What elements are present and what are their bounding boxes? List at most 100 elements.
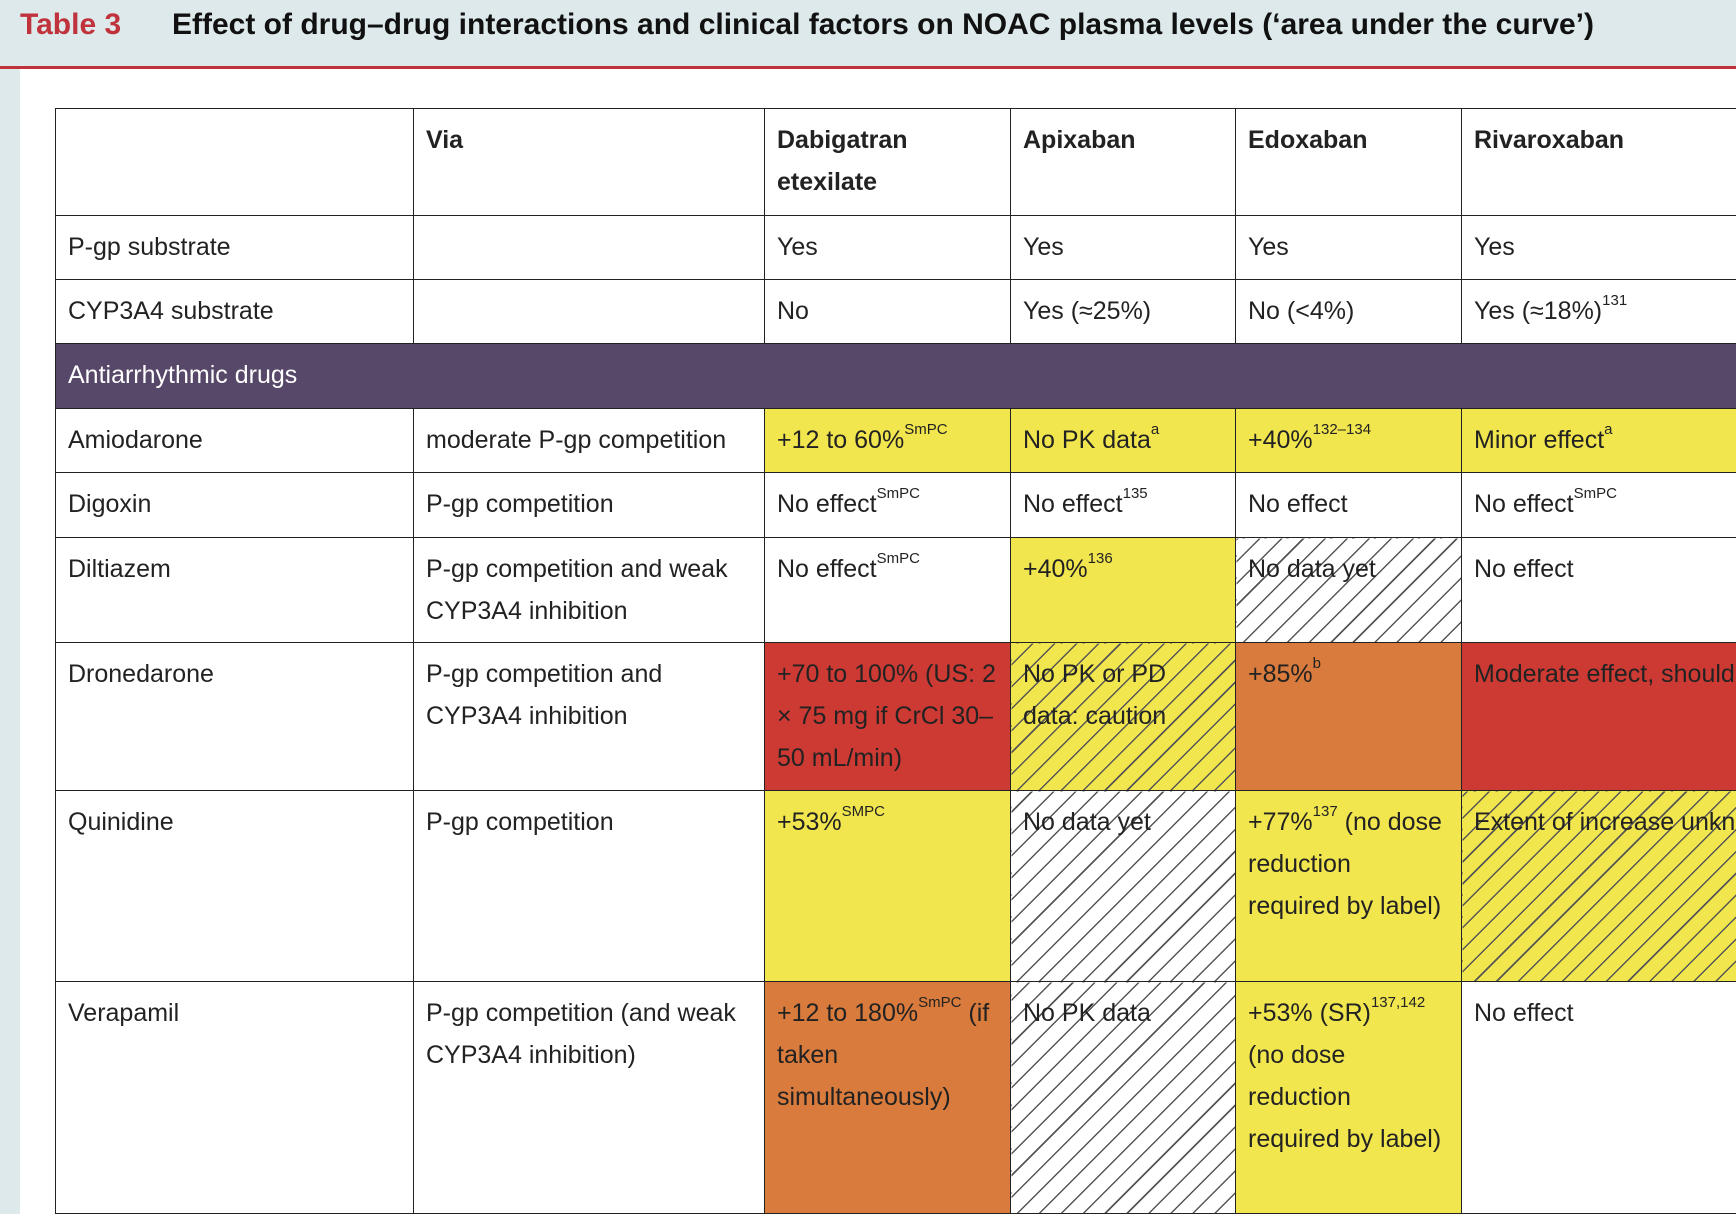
table-cell: Digoxin [55, 472, 414, 538]
cell-text: No effect [777, 490, 877, 518]
table-cell: P-gp competition [413, 472, 765, 538]
cell-text: +70 to 100% (US: 2 × 75 mg if CrCl 30–50… [777, 660, 996, 772]
table-title: Effect of drug–drug interactions and cli… [172, 8, 1595, 41]
reference: SmPC [1573, 485, 1617, 502]
cell-text: Yes [1474, 233, 1515, 261]
table-cell: P-gp competition (and weak CYP3A4 inhibi… [413, 981, 765, 1214]
table-cell: +40%132–134 [1235, 408, 1462, 473]
table-row: Diltiazem P-gp competition and weak CYP3A… [55, 537, 1736, 643]
cell-text: P-gp competition and weak CYP3A4 inhibit… [426, 555, 728, 625]
table-cell: Extent of increase unknown [1461, 790, 1736, 982]
table-cell: +77%137 (no dose reduction required by l… [1235, 790, 1462, 982]
cell-text: Dronedarone [68, 660, 214, 688]
table-row: Verapamil P-gp competition (and weak CYP3… [55, 981, 1736, 1214]
table-cell: P-gp competition and CYP3A4 inhibition [413, 642, 765, 791]
cell-note: (no dose reduction required by label) [1248, 1041, 1442, 1153]
cell-text: Verapamil [68, 999, 180, 1027]
interaction-table: Via Dabigatran etexilate Apixaban Edoxaban R… [55, 108, 1736, 1214]
table-cell: Yes [1461, 215, 1736, 280]
cell-text: +85% [1248, 660, 1313, 688]
table-cell: Amiodarone [55, 408, 414, 473]
section-cell: Antiarrhythmic drugs [55, 343, 1736, 409]
table-cell: No effectSmPC [1461, 472, 1736, 538]
cell-text: No effect [1248, 490, 1348, 518]
reference: b [1312, 655, 1321, 672]
cell-text: Digoxin [68, 490, 152, 518]
reference: a [1150, 421, 1160, 438]
table-cell: moderate P-gp competition [413, 408, 765, 473]
cell-text: No effect [1474, 490, 1574, 518]
reference: 136 [1087, 550, 1113, 567]
table-cell [413, 279, 765, 344]
table-cell: No PK or PD data: caution [1010, 642, 1236, 791]
header-cell [55, 108, 414, 216]
table-cell: No [764, 279, 1011, 344]
table-cell: Verapamil [55, 981, 414, 1214]
side-strip [0, 0, 20, 1214]
table-cell: No PK data [1010, 981, 1236, 1214]
cell-text: +12 to 180% [777, 999, 919, 1027]
table-row: Amiodarone moderate P-gp competition +12 t… [55, 408, 1736, 473]
cell-text: No effect [1474, 555, 1574, 583]
cell-text: +77% [1248, 808, 1313, 836]
table-cell: +53%SMPC [764, 790, 1011, 982]
cell-text: Yes (≈25%) [1023, 297, 1152, 325]
cell-text: Moderate effect, should be avoided [1474, 660, 1736, 688]
table-cell: +70 to 100% (US: 2 × 75 mg if CrCl 30–50… [764, 642, 1011, 791]
reference: SmPC [876, 550, 920, 567]
reference: SMPC [841, 803, 885, 820]
header-cell: Apixaban [1010, 108, 1236, 216]
cell-text: Yes (≈18%) [1474, 297, 1603, 325]
header-cell: Edoxaban [1235, 108, 1462, 216]
table-cell: Minor effecta [1461, 408, 1736, 473]
section-label: Antiarrhythmic drugs [68, 361, 298, 389]
table-cell [413, 215, 765, 280]
cell-text: +53% (SR) [1248, 999, 1371, 1027]
cell-text: No data yet [1248, 555, 1376, 583]
cell-text: No effect [777, 555, 877, 583]
table-cell: Yes [1235, 215, 1462, 280]
table-cell: No effect135 [1010, 472, 1236, 538]
cell-text: +40% [1023, 555, 1088, 583]
cell-text: +12 to 60% [777, 426, 905, 454]
table-cell: No effect [1461, 981, 1736, 1214]
reference: SmPC [904, 421, 948, 438]
table-cell: Yes (≈25%) [1010, 279, 1236, 344]
table-cell: No PK dataa [1010, 408, 1236, 473]
cell-text: P-gp competition [426, 490, 614, 518]
table-cell: +53% (SR)137,142 (no dose reduction requ… [1235, 981, 1462, 1214]
table-cell: Yes [764, 215, 1011, 280]
header-cell: Rivaroxaban [1461, 108, 1736, 216]
table-heading: Table 3 Effect of drug–drug interactions… [0, 0, 1736, 69]
cell-text: No PK data [1023, 999, 1151, 1027]
reference: 137,142 [1370, 994, 1426, 1011]
table-row: Dronedarone P-gp competition and CYP3A4 i… [55, 642, 1736, 791]
cell-text: Minor effect [1474, 426, 1605, 454]
cell-text: +40% [1248, 426, 1313, 454]
reference: 135 [1122, 485, 1148, 502]
cell-text: Yes [777, 233, 818, 261]
table-cell: No effect [1461, 537, 1736, 643]
reference: 131 [1602, 292, 1628, 309]
table-cell: +12 to 60%SmPC [764, 408, 1011, 473]
table-cell: Diltiazem [55, 537, 414, 643]
reference: SmPC [876, 485, 920, 502]
cell-text: No PK or PD data: caution [1023, 660, 1167, 730]
section-row: Antiarrhythmic drugs [55, 343, 1736, 409]
table-label: Table 3 [20, 8, 122, 41]
table-cell: P-gp competition [413, 790, 765, 982]
table-cell: P-gp substrate [55, 215, 414, 280]
table-cell: No effectSmPC [764, 472, 1011, 538]
table-row: P-gp substrate Yes Yes Yes Yes [55, 215, 1736, 280]
table-row: Quinidine P-gp competition +53%SMPC No data… [55, 790, 1736, 982]
table-cell: No data yet [1010, 790, 1236, 982]
cell-text: moderate P-gp competition [426, 426, 727, 454]
table-cell: No effectSmPC [764, 537, 1011, 643]
table-cell: Yes (≈18%)131 [1461, 279, 1736, 344]
cell-text: P-gp competition and CYP3A4 inhibition [426, 660, 663, 730]
table-row: CYP3A4 substrate No Yes (≈25%) No (<4%) Yes … [55, 279, 1736, 344]
cell-text: Yes [1248, 233, 1289, 261]
table-cell: Moderate effect, should be avoided [1461, 642, 1736, 791]
table-cell: P-gp competition and weak CYP3A4 inhibit… [413, 537, 765, 643]
table-cell: +12 to 180%SmPC (if taken simultaneously… [764, 981, 1011, 1214]
